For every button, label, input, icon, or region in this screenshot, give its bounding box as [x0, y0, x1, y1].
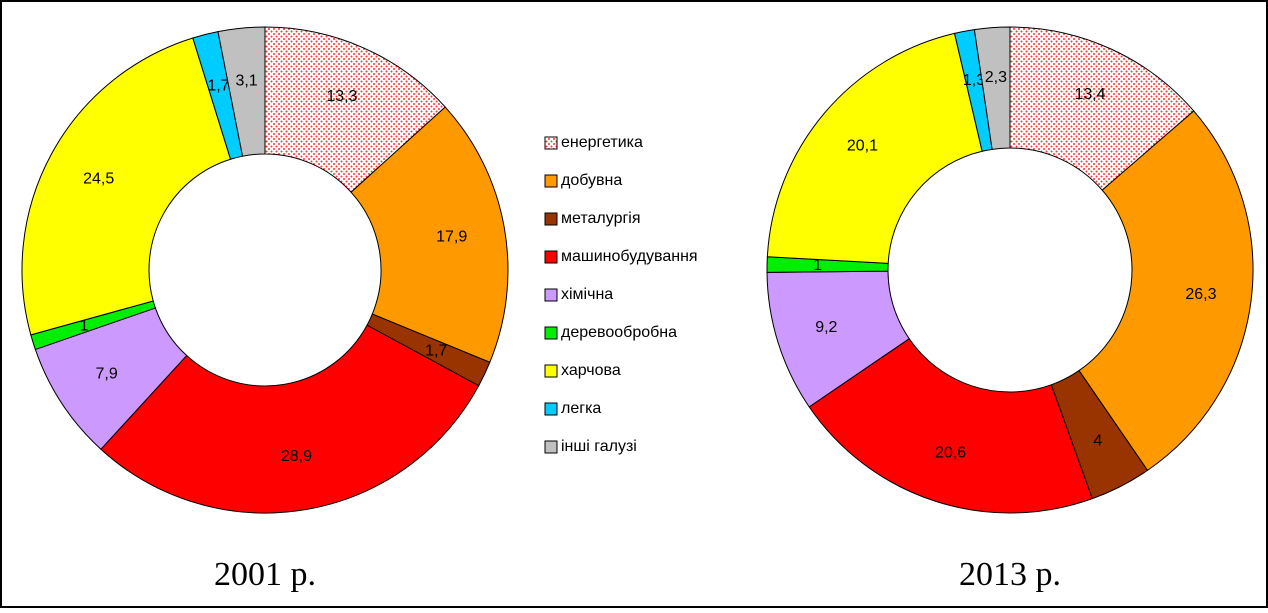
slice: [100, 324, 480, 514]
slice: [217, 26, 266, 157]
legend-label: добувна: [561, 172, 622, 189]
data-label: 28,9: [281, 448, 312, 465]
data-label: 7,9: [95, 365, 117, 382]
slice: [350, 106, 509, 363]
legend-swatch: [544, 288, 558, 302]
legend-label: харчова: [561, 362, 621, 379]
legend-swatch: [544, 212, 558, 226]
slice: [21, 37, 232, 336]
slice: [973, 26, 1011, 150]
legend-label: інші галузі: [561, 438, 637, 455]
legend-swatch: [544, 174, 558, 188]
data-label: 13,4: [1074, 86, 1105, 103]
legend-swatch: [544, 402, 558, 416]
slice: [264, 26, 446, 193]
legend-label: легка: [561, 400, 601, 417]
slice: [1009, 26, 1195, 191]
data-label: 24,5: [83, 170, 114, 187]
data-label: 26,3: [1185, 286, 1216, 303]
data-label: 1: [80, 318, 89, 335]
data-label: 1: [813, 257, 822, 274]
slice: [808, 338, 1093, 514]
legend-label: хімічна: [561, 286, 613, 303]
data-label: 17,9: [436, 229, 467, 246]
data-label: 13,3: [326, 88, 357, 105]
legend-swatch: [544, 364, 558, 378]
legend-swatch: [544, 326, 558, 340]
data-label: 1,7: [425, 342, 447, 359]
legend-label: деревообробна: [561, 324, 677, 341]
data-label: 1,7: [207, 78, 229, 95]
legend-swatch: [544, 136, 558, 150]
legend-label: металургія: [561, 210, 641, 227]
data-label: 1,3: [963, 72, 985, 89]
slice: [1078, 110, 1254, 472]
data-label: 9,2: [815, 319, 837, 336]
data-label: 20,6: [935, 444, 966, 461]
data-label: 20,1: [847, 138, 878, 155]
legend-swatch: [544, 440, 558, 454]
legend-label: машинобудування: [561, 248, 698, 265]
slice: [766, 32, 983, 264]
data-label: 3,1: [235, 73, 257, 90]
chart-title: 2001 р.: [214, 556, 316, 593]
legend-label: енергетика: [561, 134, 643, 151]
chart-title: 2013 р.: [959, 556, 1061, 593]
legend-swatch: [544, 250, 558, 264]
data-label: 2,3: [985, 69, 1007, 86]
data-label: 4: [1093, 433, 1102, 450]
